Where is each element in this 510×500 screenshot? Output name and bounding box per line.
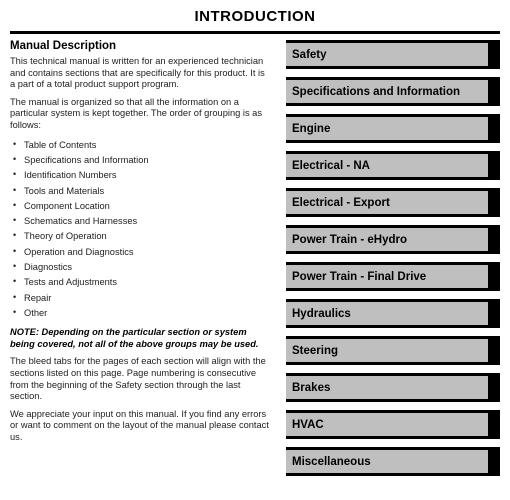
toc-item: Schematics and Harnesses — [10, 214, 272, 229]
section-tab-specifications: Specifications and Information — [286, 77, 500, 106]
intro-para-2: The manual is organized so that all the … — [10, 97, 272, 132]
feedback-para: We appreciate your input on this manual.… — [10, 409, 272, 444]
toc-item: Theory of Operation — [10, 229, 272, 244]
manual-description-heading: Manual Description — [10, 40, 272, 52]
left-column: Manual Description This technical manual… — [10, 40, 272, 476]
section-tab-miscellaneous: Miscellaneous — [286, 447, 500, 476]
section-tab-power-train-ehydro: Power Train - eHydro — [286, 225, 500, 254]
page-title: INTRODUCTION — [10, 8, 500, 31]
toc-item: Other — [10, 306, 272, 321]
toc-item: Tests and Adjustments — [10, 275, 272, 290]
section-tab-hydraulics: Hydraulics — [286, 299, 500, 328]
section-tab-steering: Steering — [286, 336, 500, 365]
section-tab-engine: Engine — [286, 114, 500, 143]
toc-item: Specifications and Information — [10, 153, 272, 168]
toc-item: Table of Contents — [10, 138, 272, 153]
bleed-tabs-para: The bleed tabs for the pages of each sec… — [10, 356, 272, 402]
toc-item: Diagnostics — [10, 260, 272, 275]
section-tab-electrical-na: Electrical - NA — [286, 151, 500, 180]
section-tab-hvac: HVAC — [286, 410, 500, 439]
section-tab-electrical-export: Electrical - Export — [286, 188, 500, 217]
note-para: NOTE: Depending on the particular sectio… — [10, 327, 272, 350]
section-tab-power-train-final-drive: Power Train - Final Drive — [286, 262, 500, 291]
section-tab-brakes: Brakes — [286, 373, 500, 402]
right-column: Safety Specifications and Information En… — [286, 40, 500, 476]
toc-list: Table of Contents Specifications and Inf… — [10, 138, 272, 322]
intro-para-1: This technical manual is written for an … — [10, 56, 272, 91]
toc-item: Repair — [10, 291, 272, 306]
toc-item: Identification Numbers — [10, 168, 272, 183]
toc-item: Component Location — [10, 199, 272, 214]
title-rule — [10, 31, 500, 34]
section-tab-safety: Safety — [286, 40, 500, 69]
toc-item: Operation and Diagnostics — [10, 245, 272, 260]
toc-item: Tools and Materials — [10, 184, 272, 199]
